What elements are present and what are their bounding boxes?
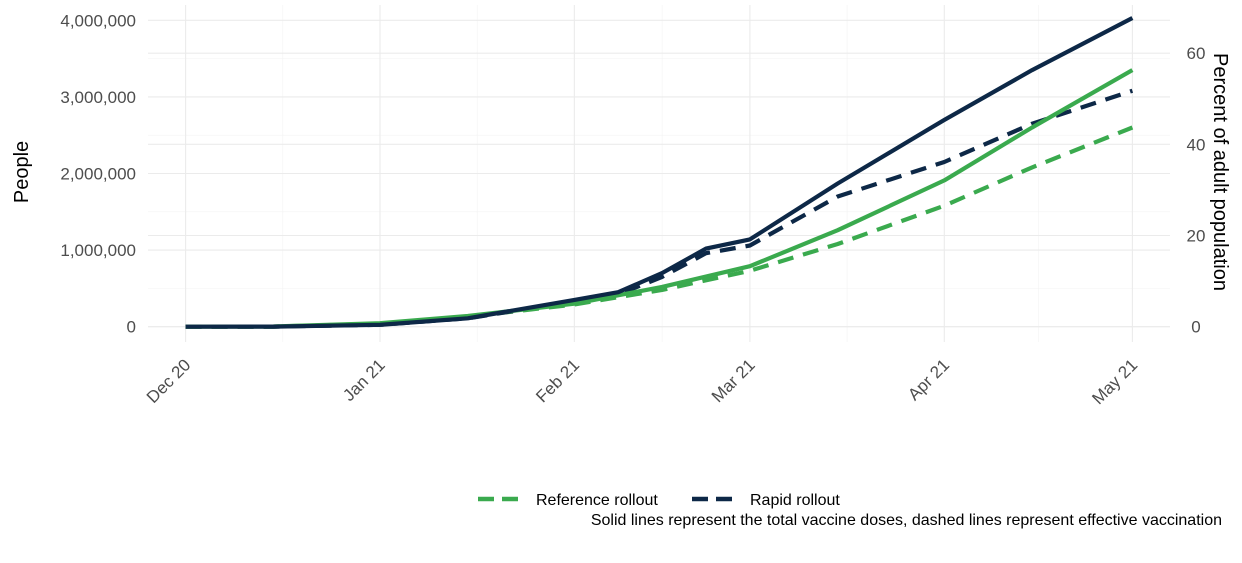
- y-left-tick-label: 2,000,000: [60, 165, 136, 184]
- x-tick-label: May 21: [1088, 355, 1141, 408]
- chart-caption: Solid lines represent the total vaccine …: [591, 512, 1222, 529]
- y-left-tick-label: 1,000,000: [60, 241, 136, 260]
- x-axis-ticks: Dec 20 Jan 21 Feb 21 Mar 21 Apr 21 May 21: [143, 355, 1141, 408]
- y-right-tick-label: 40: [1187, 135, 1206, 154]
- x-tick-label: Dec 20: [143, 355, 195, 407]
- y-right-tick-label: 60: [1187, 44, 1206, 63]
- y-axis-left-title: People: [11, 141, 33, 203]
- right-y-axis-ticks: 0 20 40 60: [1187, 44, 1206, 337]
- legend-label: Rapid rollout: [750, 492, 840, 509]
- legend-label: Reference rollout: [536, 492, 658, 509]
- x-tick-label: Jan 21: [339, 355, 389, 405]
- left-y-axis-ticks: 0 1,000,000 2,000,000 3,000,000 4,000,000: [60, 11, 136, 336]
- series-line-reference-rollout-dashed: [185, 125, 1134, 329]
- y-left-tick-label: 3,000,000: [60, 88, 136, 107]
- y-left-tick-label: 0: [127, 318, 136, 337]
- x-tick-label: Apr 21: [904, 355, 953, 404]
- major-gridlines: [148, 5, 1170, 342]
- series-line-rapid-rollout-solid: [185, 16, 1134, 329]
- y-right-tick-label: 20: [1187, 227, 1206, 246]
- y-right-tick-label: 0: [1191, 318, 1200, 337]
- x-tick-label: Feb 21: [532, 355, 583, 406]
- x-tick-label: Mar 21: [708, 355, 759, 406]
- series-lines: [185, 16, 1134, 329]
- legend: Reference rollout Rapid rollout: [478, 492, 840, 509]
- y-left-tick-label: 4,000,000: [60, 11, 136, 30]
- y-axis-right-title: Percent of adult population: [1209, 53, 1231, 291]
